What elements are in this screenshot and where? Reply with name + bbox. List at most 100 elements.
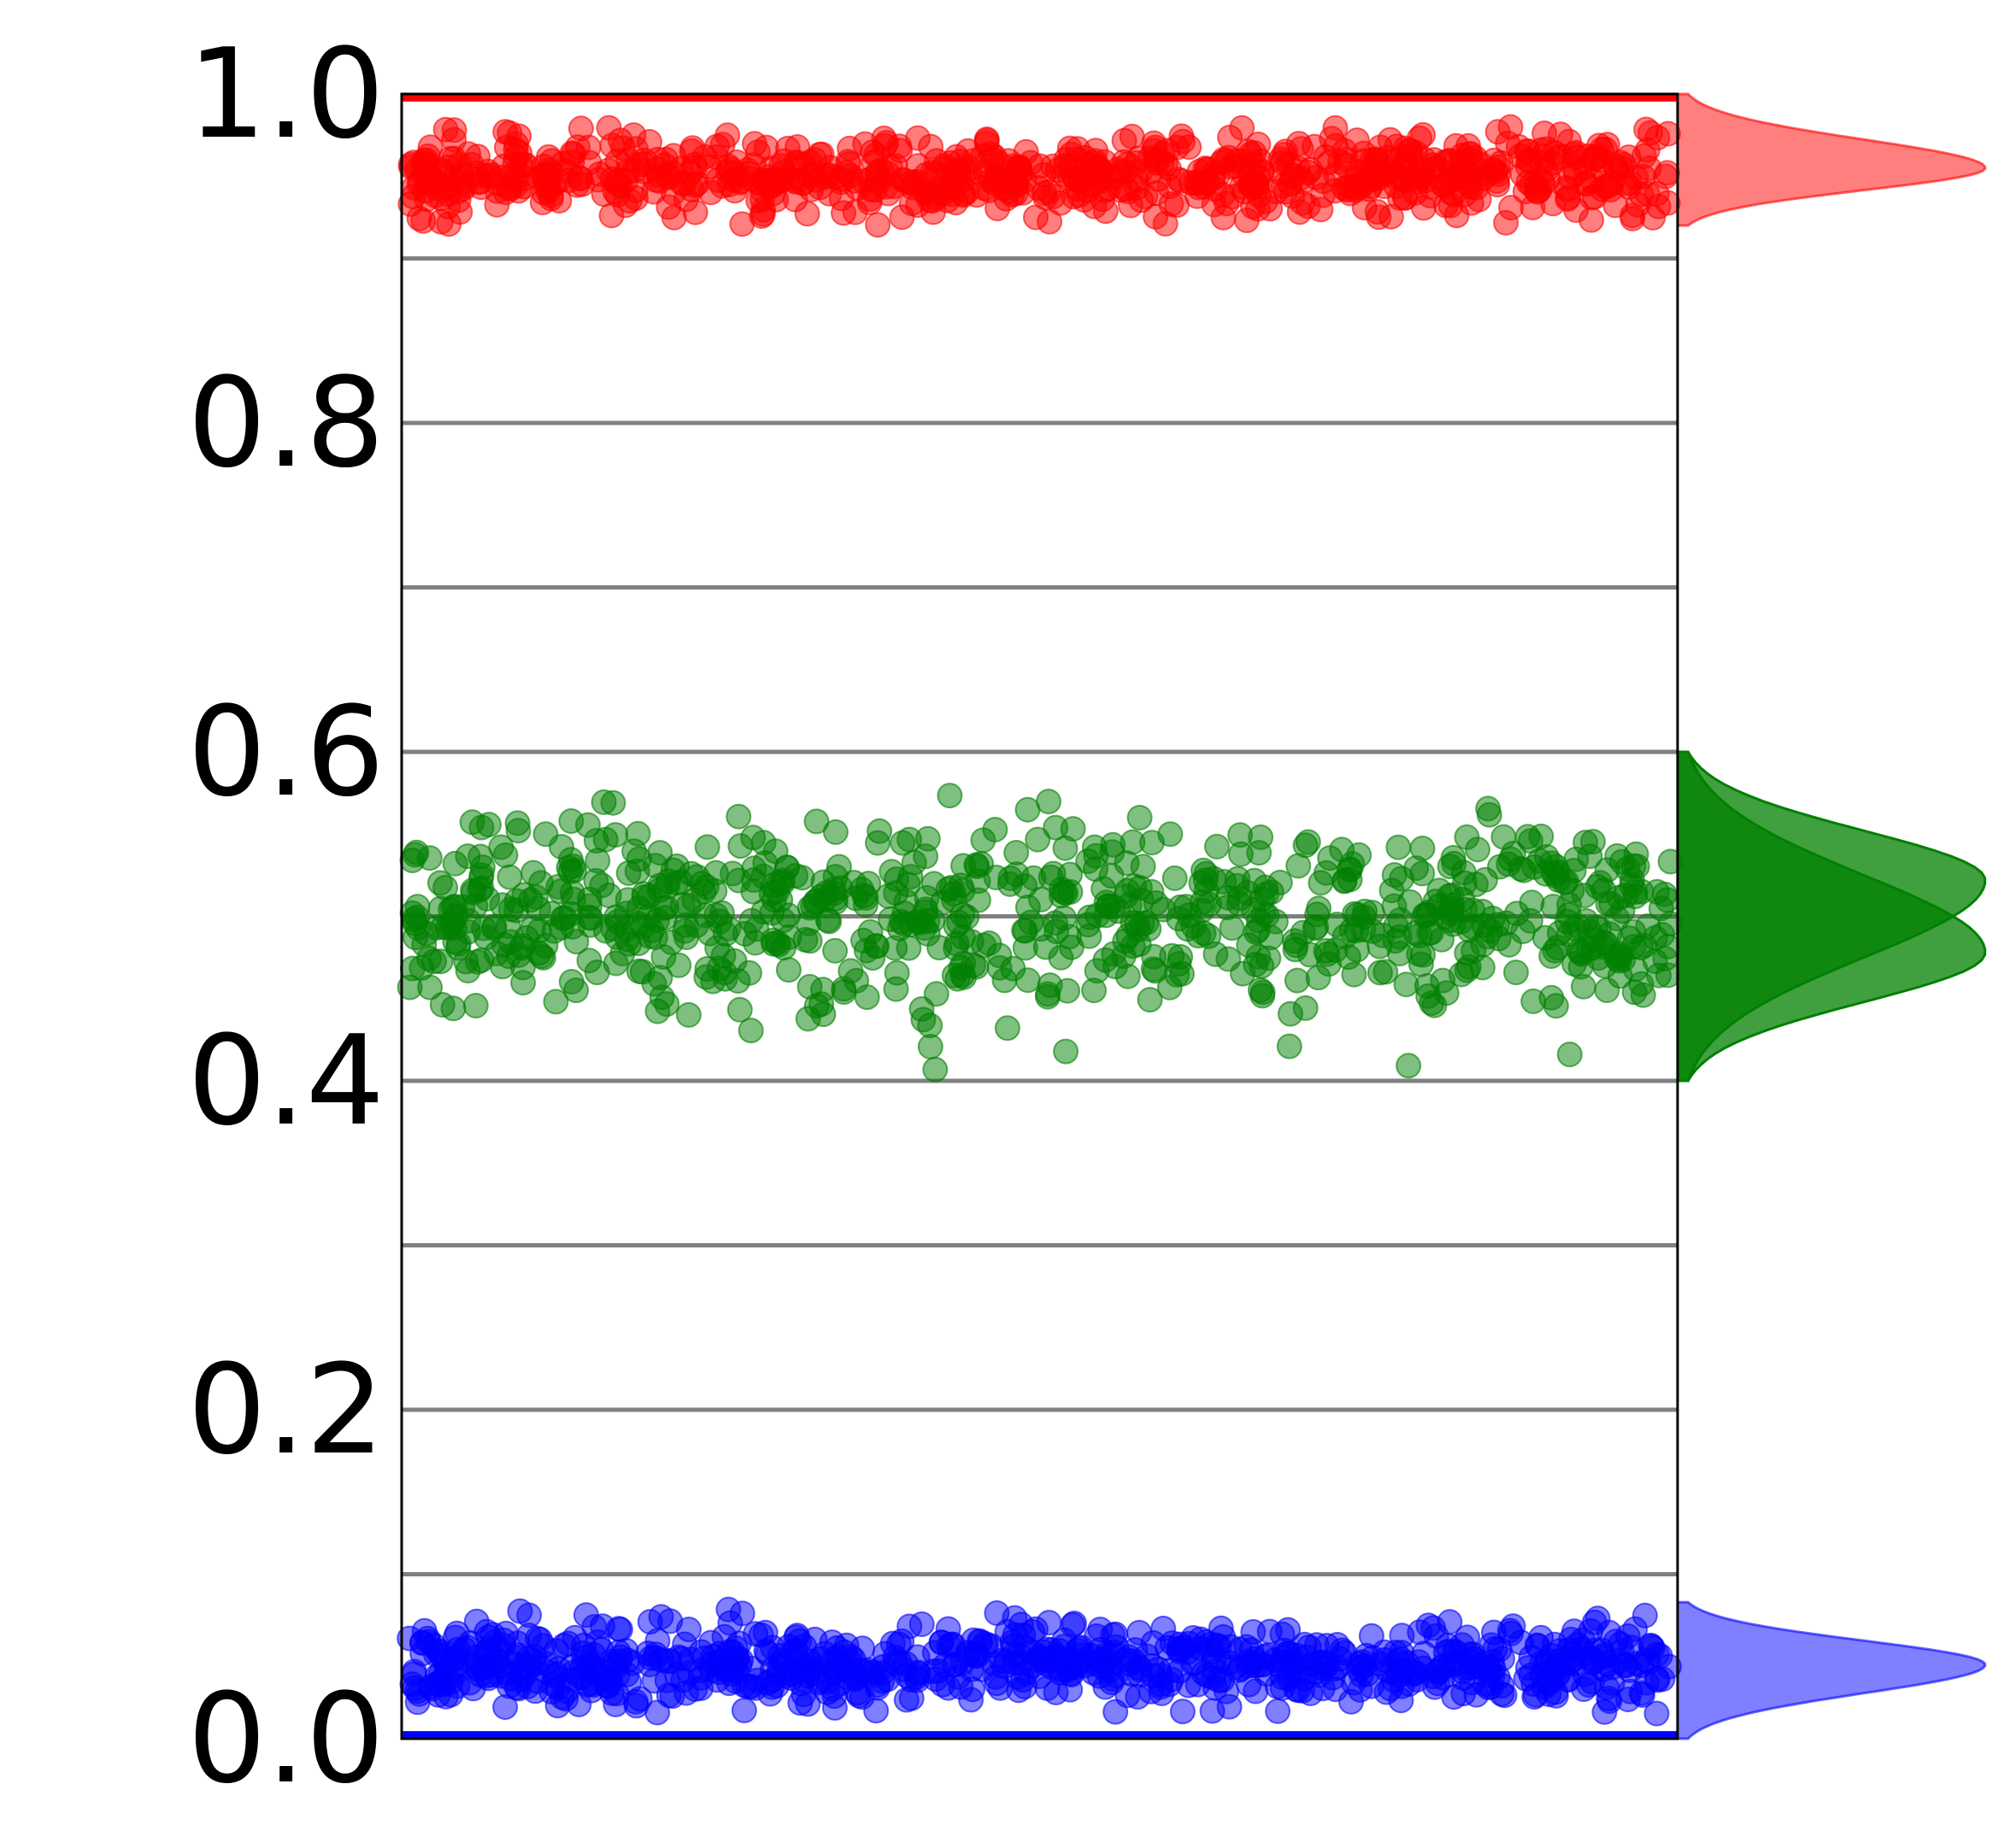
scatter-point [545,1656,572,1682]
scatter-point [1595,1651,1621,1677]
scatter-point [853,884,879,911]
scatter-point [410,208,437,234]
scatter-point [1265,1698,1291,1724]
scatter-point [421,948,448,975]
scatter-point [1344,159,1371,185]
scatter-point [1556,1042,1583,1068]
scatter-point [775,957,802,983]
scatter-point [678,860,704,887]
scatter-point [1029,1646,1055,1672]
scatter-point [738,1673,765,1699]
scatter-point [1512,179,1538,205]
scatter-point [670,1667,696,1693]
scatter-point [1425,1658,1451,1684]
scatter-point [456,141,482,167]
scatter-point [1102,1699,1129,1725]
plot-frame [400,92,1679,1740]
scatter-point [1168,123,1195,150]
scatter-point [476,812,502,838]
scatter-point [972,1630,998,1657]
density-curve [1676,92,1987,227]
scatter-point [713,921,738,948]
scatter-point [561,1624,588,1651]
scatter-point [740,824,767,851]
scatter-point [580,1641,607,1668]
scatter-point [750,197,777,223]
scatter-point [1112,928,1138,954]
scatter-point [1292,832,1319,859]
scatter-point [731,1697,757,1723]
scatter-point [613,1638,639,1664]
scatter-point [1439,892,1466,918]
scatter-point [1528,137,1555,163]
scatter-point [725,968,751,994]
scatter-point [715,1596,742,1623]
scatter-point [1351,1652,1377,1679]
density-curve [1676,750,1987,1083]
scatter-point [1060,816,1086,842]
scatter-point [1267,869,1293,895]
scatter-point [1498,1620,1525,1646]
scatter-point [399,848,426,873]
scatter-point [1061,1611,1087,1637]
scatter-point [600,789,626,816]
scatter-point [922,1056,949,1083]
scatter-point [596,114,622,141]
y-tick-label: 0.2 [187,1338,385,1482]
scatter-point [816,908,843,935]
scatter-point [1102,954,1128,980]
scatter-point [432,874,459,901]
scatter-point [1032,934,1059,960]
scatter-point [1351,195,1378,220]
scatter-point [822,819,849,845]
scatter-point [946,909,973,936]
scatter-point [433,174,460,201]
scatter-point [1490,824,1517,850]
scatter-point [914,825,941,852]
scatter-point [805,1669,832,1696]
scatter-point [1385,834,1412,860]
scatter-point [727,168,754,194]
scatter-point [1133,909,1160,936]
scatter-point [863,933,890,959]
scatter-point [865,830,890,856]
scatter-point [849,167,876,194]
scatter-point [1613,882,1639,908]
scatter-point [1614,1623,1641,1649]
scatter-point [1065,146,1090,173]
scatter-point [536,144,561,170]
scatter-point [1308,870,1334,896]
scatter-point [840,1660,867,1687]
scatter-point [986,954,1013,981]
scatter-point [697,179,724,206]
scatter-point [1107,177,1133,203]
scatter-point [462,993,489,1018]
scatter-point [1533,843,1560,870]
scatter-point [1493,209,1519,236]
scatter-point [1255,1642,1281,1669]
scatter-point [808,141,835,167]
scatter-point [635,1640,661,1667]
y-tick-label: 0.8 [187,351,385,496]
scatter-point [516,1602,543,1628]
scatter-point [517,1654,544,1680]
scatter-point [1138,878,1165,905]
scatter-point [831,200,856,226]
scatter-point [655,162,681,189]
scatter-point [492,1694,519,1720]
scatter-point [865,212,891,238]
scatter-point [908,996,935,1022]
scatter-point [637,1609,663,1635]
scatter-point [1200,166,1226,192]
scatter-point [1538,984,1565,1011]
scatter-point [831,976,857,1002]
scatter-point [802,888,829,914]
scatter-point [1556,892,1583,918]
scatter-point [908,1611,935,1637]
scatter-point [1496,931,1522,958]
scatter-point [1161,865,1188,891]
scatter-point [1284,967,1310,994]
scatter-point [1157,821,1184,848]
scatter-point [445,935,472,961]
scatter-point [1581,1609,1608,1635]
